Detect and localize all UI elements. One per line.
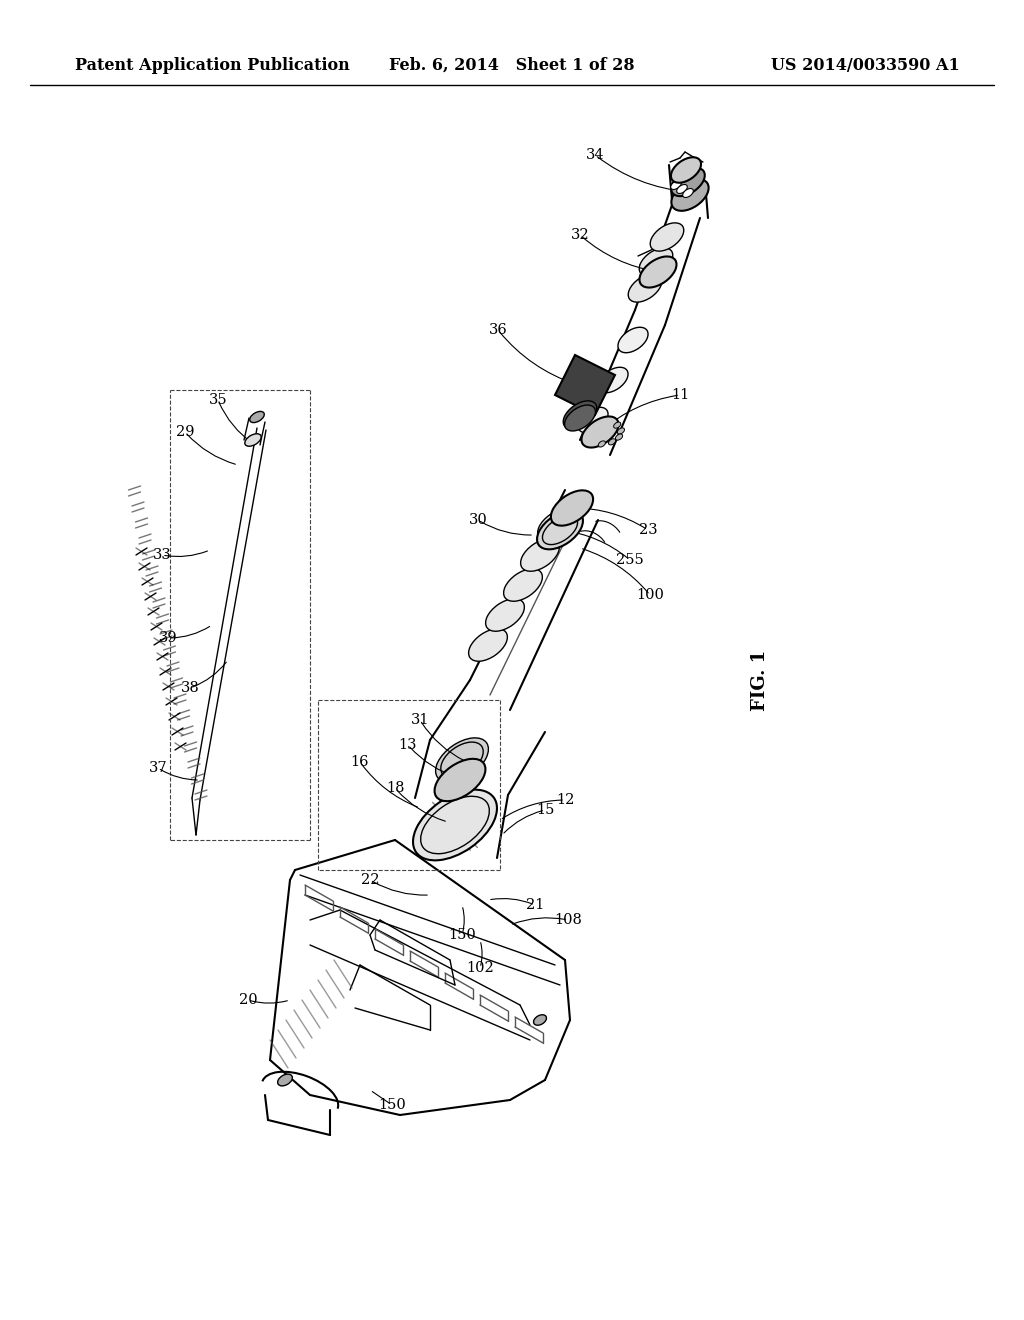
Text: 13: 13 [398, 738, 417, 752]
Ellipse shape [435, 738, 488, 783]
Ellipse shape [250, 412, 264, 422]
Text: 30: 30 [469, 513, 487, 527]
Text: 20: 20 [239, 993, 257, 1007]
Text: 100: 100 [636, 587, 664, 602]
Text: 12: 12 [556, 793, 574, 807]
Text: 15: 15 [536, 803, 554, 817]
Ellipse shape [598, 367, 628, 393]
Text: 34: 34 [586, 148, 604, 162]
Ellipse shape [628, 273, 662, 302]
Ellipse shape [608, 438, 615, 445]
Ellipse shape [671, 157, 701, 182]
Ellipse shape [613, 422, 621, 428]
Ellipse shape [671, 168, 705, 197]
Text: 33: 33 [153, 548, 171, 562]
Text: 29: 29 [176, 425, 195, 440]
Text: 150: 150 [449, 928, 476, 942]
Ellipse shape [683, 189, 693, 198]
Ellipse shape [278, 1074, 293, 1086]
Ellipse shape [537, 511, 583, 549]
Text: 35: 35 [209, 393, 227, 407]
Ellipse shape [504, 569, 543, 601]
Ellipse shape [650, 223, 684, 251]
Ellipse shape [551, 490, 593, 525]
Text: 108: 108 [554, 913, 582, 927]
Text: 38: 38 [180, 681, 200, 696]
Text: 32: 32 [570, 228, 590, 242]
Ellipse shape [485, 599, 524, 631]
Text: 16: 16 [351, 755, 370, 770]
Text: 36: 36 [488, 323, 507, 337]
Text: FIG. 1: FIG. 1 [751, 649, 769, 710]
Text: 22: 22 [360, 873, 379, 887]
Text: 255: 255 [616, 553, 644, 568]
Ellipse shape [434, 759, 485, 801]
Ellipse shape [639, 256, 677, 288]
Text: 31: 31 [411, 713, 429, 727]
Text: 39: 39 [159, 631, 177, 645]
Ellipse shape [578, 408, 608, 433]
Ellipse shape [469, 628, 508, 661]
Ellipse shape [564, 405, 595, 430]
Text: 37: 37 [148, 762, 167, 775]
Ellipse shape [538, 508, 577, 541]
Ellipse shape [245, 434, 261, 446]
Text: Feb. 6, 2014   Sheet 1 of 28: Feb. 6, 2014 Sheet 1 of 28 [389, 57, 635, 74]
Ellipse shape [671, 181, 681, 190]
Ellipse shape [672, 180, 709, 211]
Text: US 2014/0033590 A1: US 2014/0033590 A1 [771, 57, 961, 74]
Text: 21: 21 [525, 898, 544, 912]
Ellipse shape [520, 539, 559, 572]
Text: 102: 102 [466, 961, 494, 975]
Ellipse shape [534, 1015, 547, 1026]
Ellipse shape [639, 248, 673, 276]
Ellipse shape [617, 327, 648, 352]
Ellipse shape [677, 185, 687, 194]
Text: 150: 150 [378, 1098, 406, 1111]
Ellipse shape [413, 789, 497, 861]
Ellipse shape [582, 416, 618, 447]
Ellipse shape [615, 434, 623, 440]
Ellipse shape [598, 441, 605, 447]
Polygon shape [555, 355, 615, 414]
Ellipse shape [617, 428, 625, 434]
Ellipse shape [563, 401, 597, 429]
Text: 23: 23 [639, 523, 657, 537]
Text: 18: 18 [386, 781, 404, 795]
Text: Patent Application Publication: Patent Application Publication [75, 57, 350, 74]
Text: 11: 11 [671, 388, 689, 403]
